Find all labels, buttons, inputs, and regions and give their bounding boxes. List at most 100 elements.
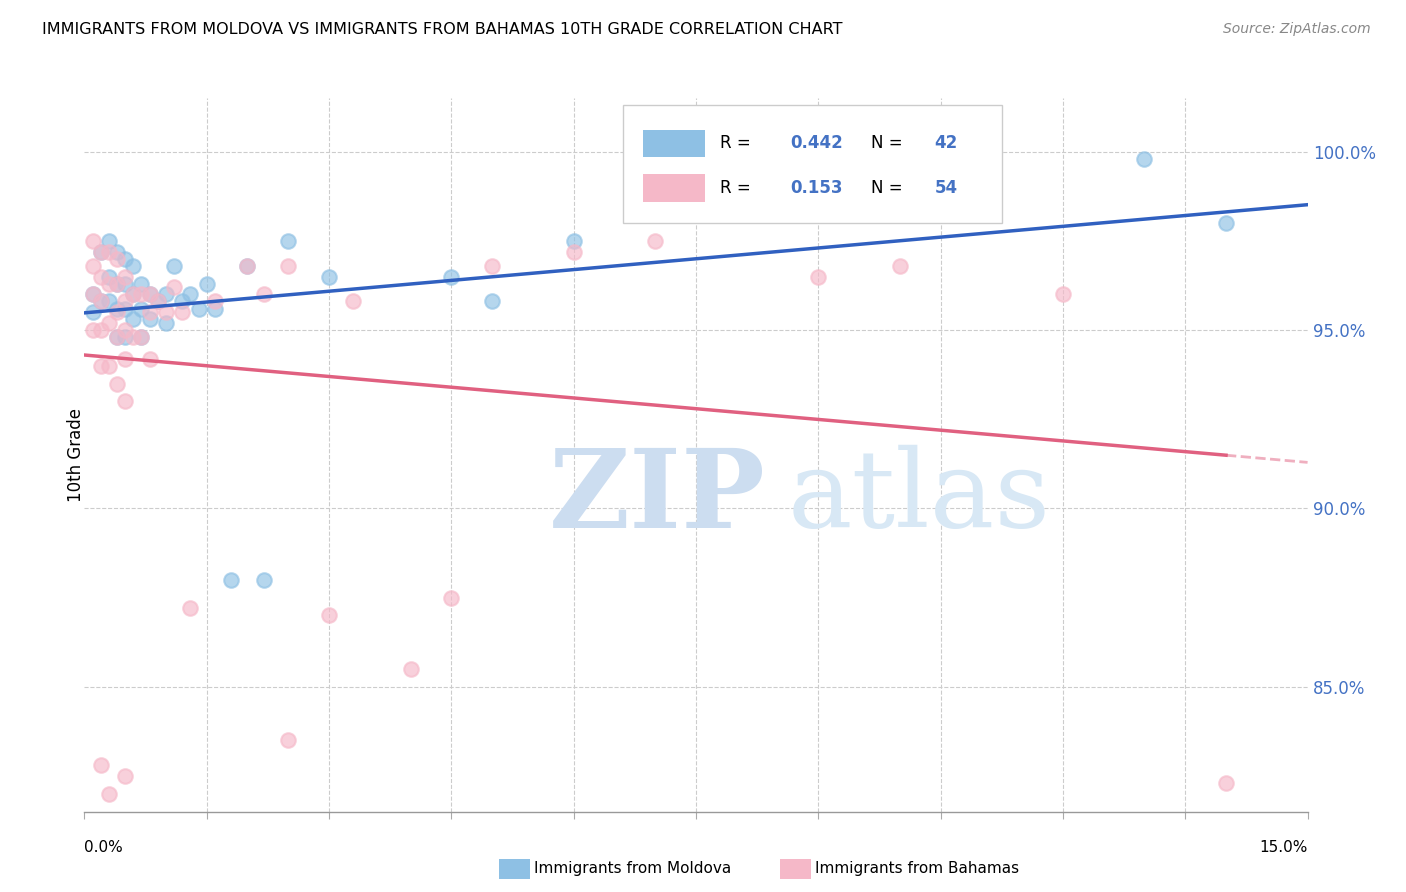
Point bbox=[644, 234, 666, 248]
Point bbox=[82, 234, 104, 248]
Point bbox=[889, 259, 911, 273]
Point bbox=[138, 287, 160, 301]
Point bbox=[440, 269, 463, 284]
Point bbox=[114, 277, 136, 291]
Point bbox=[122, 330, 145, 344]
Point bbox=[187, 301, 209, 316]
Point bbox=[131, 301, 153, 316]
Point bbox=[90, 323, 112, 337]
Point bbox=[253, 573, 276, 587]
Point bbox=[97, 244, 120, 259]
Point bbox=[172, 305, 194, 319]
Point bbox=[155, 287, 177, 301]
Point bbox=[146, 294, 169, 309]
Text: R =: R = bbox=[720, 179, 756, 197]
Text: IMMIGRANTS FROM MOLDOVA VS IMMIGRANTS FROM BAHAMAS 10TH GRADE CORRELATION CHART: IMMIGRANTS FROM MOLDOVA VS IMMIGRANTS FR… bbox=[42, 22, 842, 37]
Point bbox=[172, 294, 194, 309]
Point bbox=[399, 662, 422, 676]
Point bbox=[277, 234, 299, 248]
Point bbox=[179, 601, 201, 615]
Point bbox=[122, 287, 145, 301]
Point bbox=[114, 252, 136, 266]
FancyBboxPatch shape bbox=[644, 129, 704, 157]
Point bbox=[122, 287, 145, 301]
Text: 42: 42 bbox=[935, 134, 957, 152]
Point bbox=[105, 277, 128, 291]
Point bbox=[114, 294, 136, 309]
Y-axis label: 10th Grade: 10th Grade bbox=[67, 408, 84, 502]
Point bbox=[481, 294, 503, 309]
Point bbox=[90, 359, 112, 373]
Point bbox=[562, 234, 585, 248]
Point bbox=[146, 294, 169, 309]
Point bbox=[105, 305, 128, 319]
Point bbox=[131, 330, 153, 344]
FancyBboxPatch shape bbox=[644, 175, 704, 202]
Point bbox=[105, 330, 128, 344]
Point bbox=[1215, 216, 1237, 230]
Point bbox=[97, 359, 120, 373]
Point bbox=[97, 269, 120, 284]
Text: 0.153: 0.153 bbox=[790, 179, 842, 197]
Point bbox=[97, 316, 120, 330]
Point bbox=[163, 280, 186, 294]
Point bbox=[342, 294, 364, 309]
Point bbox=[105, 376, 128, 391]
Point bbox=[114, 394, 136, 409]
Point bbox=[97, 277, 120, 291]
Point bbox=[236, 259, 259, 273]
Point bbox=[114, 323, 136, 337]
Point bbox=[82, 287, 104, 301]
Point bbox=[1133, 152, 1156, 166]
Point bbox=[219, 573, 242, 587]
FancyBboxPatch shape bbox=[623, 105, 1002, 223]
Point bbox=[807, 269, 830, 284]
Point bbox=[90, 244, 112, 259]
Point bbox=[318, 608, 340, 623]
Text: Source: ZipAtlas.com: Source: ZipAtlas.com bbox=[1223, 22, 1371, 37]
Text: 0.442: 0.442 bbox=[790, 134, 844, 152]
Point bbox=[114, 269, 136, 284]
Point bbox=[277, 259, 299, 273]
Text: 0.0%: 0.0% bbox=[84, 840, 124, 855]
Text: Immigrants from Moldova: Immigrants from Moldova bbox=[534, 862, 731, 876]
Text: Immigrants from Bahamas: Immigrants from Bahamas bbox=[815, 862, 1019, 876]
Point bbox=[114, 301, 136, 316]
Text: N =: N = bbox=[870, 134, 908, 152]
Point bbox=[204, 294, 226, 309]
Point bbox=[155, 316, 177, 330]
Point bbox=[97, 294, 120, 309]
Point bbox=[562, 244, 585, 259]
Point bbox=[82, 287, 104, 301]
Point bbox=[122, 259, 145, 273]
Point bbox=[82, 305, 104, 319]
Point bbox=[114, 351, 136, 366]
Point bbox=[318, 269, 340, 284]
Text: 15.0%: 15.0% bbox=[1260, 840, 1308, 855]
Point bbox=[90, 294, 112, 309]
Point bbox=[179, 287, 201, 301]
Point bbox=[131, 287, 153, 301]
Point bbox=[1052, 287, 1074, 301]
Point bbox=[204, 301, 226, 316]
Point bbox=[138, 312, 160, 326]
Point bbox=[440, 591, 463, 605]
Point bbox=[131, 277, 153, 291]
Point bbox=[122, 312, 145, 326]
Text: N =: N = bbox=[870, 179, 908, 197]
Point bbox=[105, 330, 128, 344]
Point bbox=[163, 259, 186, 273]
Point bbox=[138, 305, 160, 319]
Point bbox=[114, 330, 136, 344]
Point bbox=[105, 252, 128, 266]
Point bbox=[253, 287, 276, 301]
Point bbox=[105, 244, 128, 259]
Point bbox=[155, 305, 177, 319]
Point bbox=[82, 259, 104, 273]
Point bbox=[97, 787, 120, 801]
Point bbox=[90, 758, 112, 772]
Point bbox=[1215, 776, 1237, 790]
Point bbox=[131, 330, 153, 344]
Text: 54: 54 bbox=[935, 179, 957, 197]
Text: ZIP: ZIP bbox=[550, 444, 766, 551]
